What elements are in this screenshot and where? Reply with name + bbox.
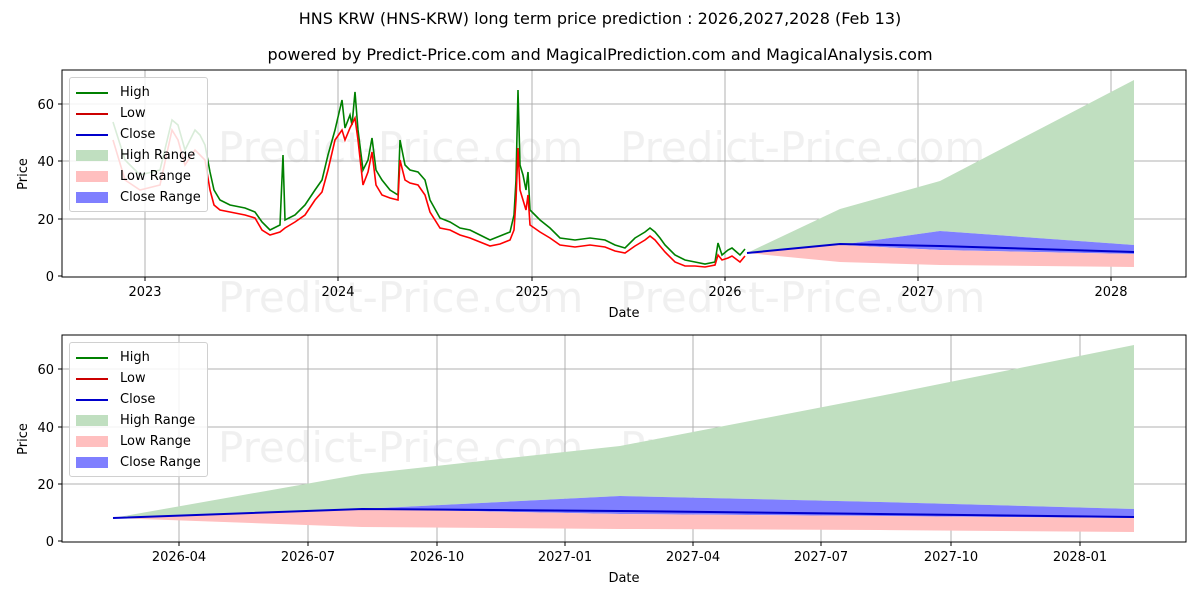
low-line <box>112 115 746 268</box>
y-axis-label: Price <box>16 158 31 190</box>
chart-title: HNS KRW (HNS-KRW) long term price predic… <box>298 9 902 28</box>
y-tick-label: 20 <box>37 478 54 493</box>
x-tick-label: 2027-07 <box>794 550 848 565</box>
close-swatch-icon <box>76 398 108 401</box>
legend-item-low: Low <box>76 103 201 124</box>
x-tick-label: 2027-04 <box>666 550 720 565</box>
bottom-axes-frame <box>61 334 1187 543</box>
legend-label: High Range <box>120 148 196 163</box>
y-tick-label: 60 <box>37 363 54 378</box>
y-tick-label: 0 <box>46 270 54 285</box>
close-range-swatch-icon <box>76 457 108 468</box>
high-swatch-icon <box>76 91 108 94</box>
legend-item-low-range: Low Range <box>76 166 201 187</box>
low-swatch-icon <box>76 112 108 115</box>
legend-label: High <box>120 350 150 365</box>
x-tick-label: 2023 <box>128 285 161 300</box>
close-swatch-icon <box>76 133 108 136</box>
legend-item-low-range: Low Range <box>76 431 201 452</box>
top-axes-frame <box>61 69 1187 278</box>
legend-label: Low <box>120 106 146 121</box>
legend-label: Close Range <box>120 455 201 470</box>
y-tick-label: 40 <box>37 155 54 170</box>
legend-item-close: Close <box>76 389 201 410</box>
watermark: Predict-Price.com <box>620 123 985 172</box>
legend-label: Close Range <box>120 190 201 205</box>
close-line <box>746 242 1135 254</box>
low-range-area <box>747 245 1134 267</box>
x-tick-label: 2026-10 <box>410 550 464 565</box>
low-range-swatch-icon <box>76 436 108 447</box>
high-range-area <box>113 345 1134 518</box>
bottom-y-ticks <box>58 368 62 542</box>
legend-label: Close <box>120 127 156 142</box>
high-range-area <box>747 80 1134 253</box>
chart-subtitle: powered by Predict-Price.com and Magical… <box>267 45 933 64</box>
top-x-ticks <box>144 277 1112 281</box>
bottom-x-ticks <box>178 542 1081 546</box>
x-tick-label: 2024 <box>321 285 354 300</box>
close-range-swatch-icon <box>76 192 108 203</box>
x-tick-label: 2025 <box>515 285 548 300</box>
legend-item-high: High <box>76 82 201 103</box>
legend-item-high-range: High Range <box>76 145 201 166</box>
legend-label: Low Range <box>120 169 191 184</box>
low-swatch-icon <box>76 377 108 380</box>
legend-label: Low <box>120 371 146 386</box>
x-tick-label: 2027 <box>901 285 934 300</box>
top-chart: Predict-Price.com Predict-Price.com Pred… <box>16 69 1187 322</box>
high-range-swatch-icon <box>76 415 108 426</box>
legend-item-high-range: High Range <box>76 410 201 431</box>
top-y-ticks <box>58 103 62 277</box>
watermark: Predict-Price.com <box>620 273 985 322</box>
legend-item-close: Close <box>76 124 201 145</box>
y-tick-label: 60 <box>37 98 54 113</box>
y-tick-label: 40 <box>37 421 54 436</box>
high-swatch-icon <box>76 356 108 359</box>
legend-label: High <box>120 85 150 100</box>
legend-label: Low Range <box>120 434 191 449</box>
y-axis-label: Price <box>16 423 31 455</box>
legend-item-close-range: Close Range <box>76 452 201 473</box>
y-tick-label: 20 <box>37 213 54 228</box>
x-tick-label: 2028-01 <box>1053 550 1107 565</box>
close-line <box>112 507 1135 519</box>
x-tick-label: 2027-01 <box>538 550 592 565</box>
x-tick-label: 2028 <box>1094 285 1127 300</box>
legend-item-low: Low <box>76 368 201 389</box>
high-range-swatch-icon <box>76 150 108 161</box>
legend-item-high: High <box>76 347 201 368</box>
low-range-swatch-icon <box>76 171 108 182</box>
low-range-area <box>113 509 1134 532</box>
x-tick-label: 2026-04 <box>152 550 206 565</box>
legend-item-close-range: Close Range <box>76 187 201 208</box>
x-tick-label: 2027-10 <box>924 550 978 565</box>
high-line <box>112 89 746 265</box>
legend-label: Close <box>120 392 156 407</box>
watermark: Predict-Price.com <box>218 273 583 322</box>
y-tick-label: 0 <box>46 535 54 550</box>
bottom-legend: High Low Close High Range Low Range Clos… <box>69 342 208 477</box>
close-range-area <box>113 496 1134 518</box>
x-tick-label: 2026 <box>708 285 741 300</box>
x-axis-label: Date <box>608 571 639 586</box>
top-legend: High Low Close High Range Low Range Clos… <box>69 77 208 212</box>
x-axis-label: Date <box>608 306 639 321</box>
bottom-chart: Predict-Price.com Predict-Price.com 0 <box>16 334 1187 586</box>
legend-label: High Range <box>120 413 196 428</box>
x-tick-label: 2026-07 <box>281 550 335 565</box>
